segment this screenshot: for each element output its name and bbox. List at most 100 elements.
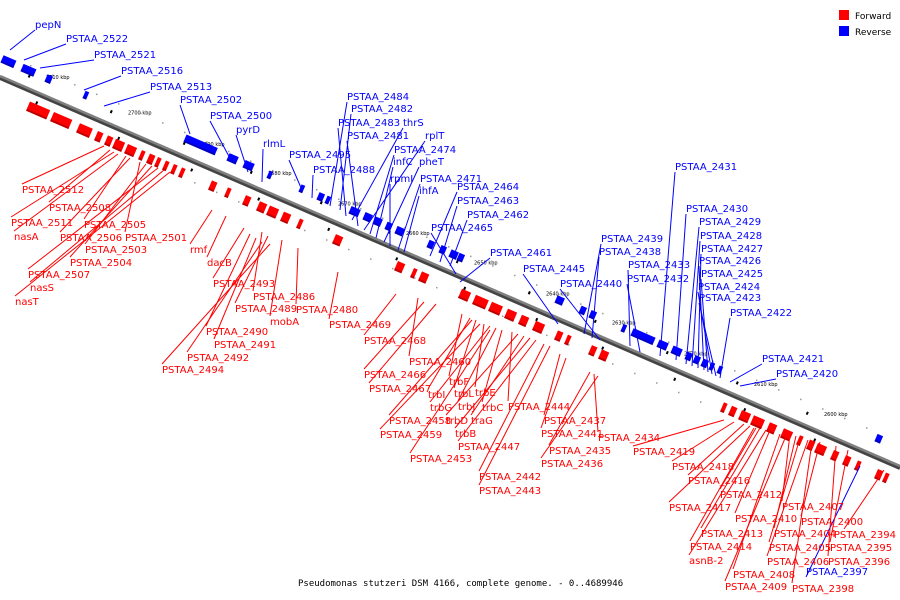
gene-shadow: [242, 202, 249, 207]
gene-label-pstaa-2500: PSTAA_2500: [210, 111, 272, 122]
gene-shadow: [728, 413, 735, 418]
label-leader-pstaa-2434: [593, 373, 599, 433]
gene-body: [256, 201, 268, 214]
gene-shadow: [588, 315, 595, 320]
guide-dot: [568, 344, 570, 346]
tick: [665, 350, 669, 355]
tick: [673, 377, 677, 382]
gene-shadow: [394, 268, 403, 274]
guide-dot: [514, 274, 516, 277]
tick: [395, 257, 399, 261]
label-leader-trbc: [481, 329, 503, 403]
gene-body: [242, 195, 252, 207]
label-leader-ihfa: [403, 195, 420, 253]
gene-label-pstaa-2501: PSTAA_2501: [125, 233, 187, 244]
guide-dot: [194, 182, 196, 184]
label-leader-pstaa-2427: [697, 253, 702, 369]
gene-label-pstaa-2396: PSTAA_2396: [828, 557, 890, 568]
guide-dot: [502, 315, 504, 318]
forward-gene: [138, 150, 146, 161]
label-leader-pstaa-2503: [84, 163, 147, 245]
gene-label-pstaa-2434: PSTAA_2434: [598, 433, 660, 444]
gene-label-pstaa-2435: PSTAA_2435: [549, 446, 611, 457]
legend: Forward Reverse: [839, 10, 892, 38]
label-leader-pstaa-2471: [397, 183, 421, 251]
gene-body: [384, 221, 394, 232]
gene-label-pstaa-2426: PSTAA_2426: [699, 256, 761, 267]
guide-dot: [470, 255, 472, 258]
label-leader-pstaa-2420: [739, 378, 777, 387]
gene-body: [50, 111, 73, 130]
label-leader-pstaa-2421: [729, 363, 763, 383]
gene-shadow: [242, 165, 253, 172]
gene-label-trbj: trbJ: [458, 402, 475, 413]
tick: [35, 101, 39, 105]
gene-label-pstaa-2414: PSTAA_2414: [690, 542, 752, 553]
gene-shadow: [362, 217, 371, 223]
label-leader-trag: [470, 335, 525, 416]
gene-body: [170, 163, 178, 175]
gene-body: [588, 345, 598, 357]
guide-dot: [448, 246, 450, 248]
label-leader-pstaa-2502: [179, 104, 191, 135]
tick-label: 2700 kbp: [128, 111, 152, 117]
forward-gene: [874, 469, 884, 481]
reverse-gene: [456, 252, 466, 263]
gene-shadow: [183, 140, 216, 156]
gene-body: [620, 323, 628, 333]
tick: [535, 317, 539, 322]
guide-dot: [536, 284, 538, 286]
forward-gene: [256, 201, 268, 214]
reverse-gene: [448, 249, 459, 260]
label-leader-trbf: [448, 313, 463, 377]
tick: [463, 286, 467, 291]
label-leader-pstaa-2481: [346, 140, 359, 227]
guide-dot: [844, 417, 846, 420]
guide-dot: [624, 322, 626, 324]
gene-label-pstaa-2413: PSTAA_2413: [701, 529, 763, 540]
gene-label-pstaa-2420: PSTAA_2420: [776, 369, 838, 380]
reverse-gene: [426, 239, 436, 250]
label-leader-pstaa-2396: [827, 445, 837, 557]
label-leader-pstaa-2521: [39, 59, 95, 69]
gene-label-pstaa-2521: PSTAA_2521: [94, 50, 156, 61]
label-leader-pstaa-2506: [59, 157, 131, 233]
gene-shadow: [20, 69, 35, 77]
forward-gene: [26, 101, 51, 120]
guide-dot: [294, 179, 296, 181]
forward-gene: [750, 415, 765, 430]
gene-shadow: [162, 167, 167, 172]
label-leader-pstaa-2505: [83, 155, 127, 220]
gene-label-pstaa-2417: PSTAA_2417: [669, 503, 731, 514]
reverse-gene: [266, 170, 274, 180]
forward-gene: [488, 301, 503, 316]
gene-label-pyrd: pyrD: [236, 125, 260, 136]
gene-label-pstaa-2483: PSTAA_2483: [338, 118, 400, 129]
label-leader-trbe: [474, 323, 485, 388]
gene-label-trag: traG: [471, 416, 493, 427]
label-leader-pstaa-2426: [698, 265, 705, 371]
gene-body: [728, 405, 738, 418]
label-leader-dacb: [206, 215, 227, 258]
gene-label-pstaa-2505: PSTAA_2505: [84, 220, 146, 231]
forward-gene: [796, 435, 804, 446]
reverse-gene: [578, 305, 588, 316]
gene-label-pstaa-2494: PSTAA_2494: [162, 365, 224, 376]
gene-label-pstaa-2481: PSTAA_2481: [347, 131, 409, 142]
gene-shadow: [620, 329, 625, 333]
forward-gene: [296, 218, 304, 230]
gene-shadow: [280, 218, 289, 224]
tick-marks: 2710 kbp 2700 kbp 2690 kbp 2680 kbp 2670 kbp…: [27, 74, 848, 442]
gene-shadow: [256, 208, 265, 214]
guide-dot: [492, 265, 494, 267]
guide-dot: [734, 370, 736, 372]
label-leader-pstaa-2440: [559, 288, 601, 341]
gene-label-pstaa-2428: PSTAA_2428: [700, 231, 762, 242]
gene-label-pstaa-2433: PSTAA_2433: [628, 260, 690, 271]
gene-label-rplt: rplT: [425, 131, 445, 142]
label-leader-pstaa-2495: [288, 159, 303, 191]
forward-gene: [76, 123, 93, 138]
guide-dot: [546, 334, 548, 337]
guide-dot: [360, 208, 362, 210]
